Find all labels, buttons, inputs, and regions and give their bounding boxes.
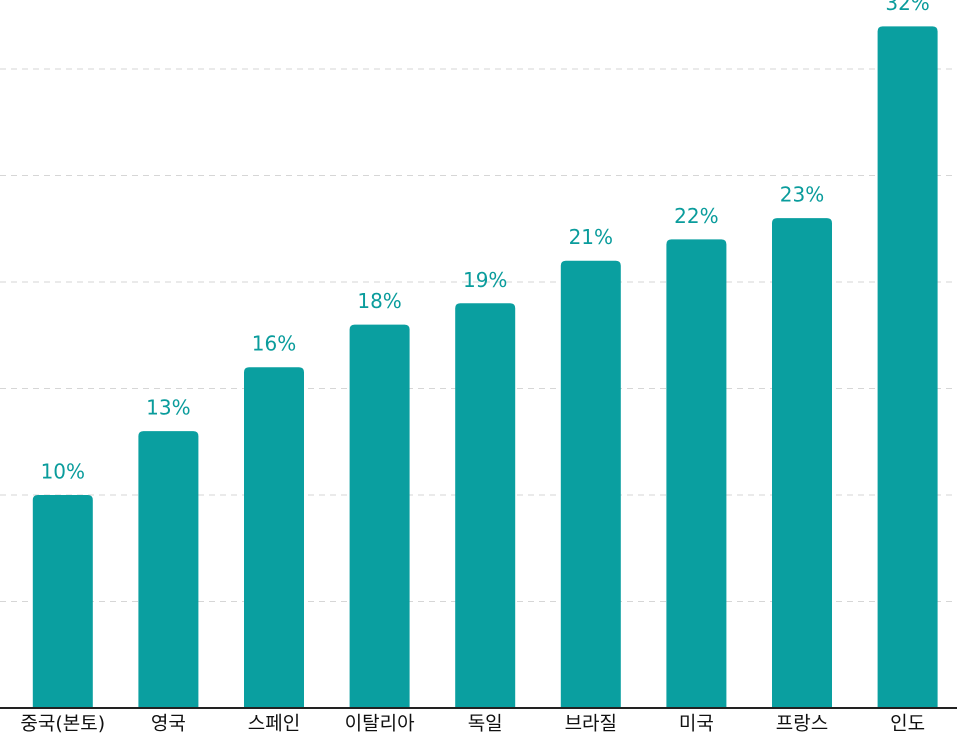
value-label: 16% <box>252 332 296 356</box>
bar <box>244 367 304 708</box>
x-tick-label: 프랑스 <box>776 713 828 735</box>
bar <box>349 324 410 708</box>
value-label: 21% <box>569 225 613 249</box>
x-tick-label: 중국(본토) <box>20 713 105 735</box>
bar <box>138 431 199 708</box>
x-tick-label: 인도 <box>890 713 925 735</box>
value-label: 32% <box>885 0 929 15</box>
value-label: 18% <box>357 289 401 313</box>
bar <box>32 495 93 708</box>
x-tick-label: 미국 <box>679 713 714 735</box>
value-label: 23% <box>780 183 824 207</box>
bar <box>772 218 832 708</box>
x-tick-label: 스페인 <box>248 713 300 735</box>
x-tick-label: 이탈리아 <box>345 713 415 735</box>
value-label: 22% <box>674 204 718 228</box>
value-label: 19% <box>463 268 507 292</box>
value-label: 13% <box>146 396 190 420</box>
bar <box>877 26 938 708</box>
bar <box>666 239 727 708</box>
bar <box>455 303 516 708</box>
value-label: 10% <box>41 460 85 484</box>
x-tick-label: 영국 <box>151 713 186 735</box>
bar <box>560 260 621 708</box>
x-tick-label: 독일 <box>468 713 503 735</box>
x-tick-label: 브라질 <box>565 713 617 735</box>
